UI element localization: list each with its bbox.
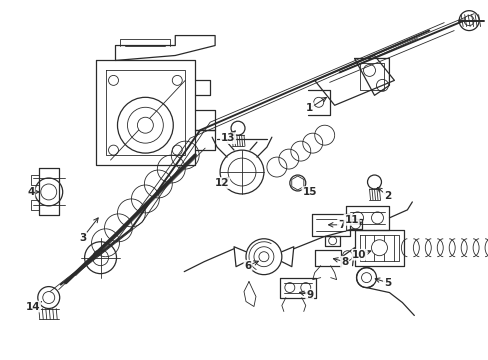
Text: 6: 6 (244, 261, 251, 271)
Circle shape (42, 292, 55, 303)
Text: 12: 12 (214, 178, 229, 188)
Circle shape (371, 240, 386, 256)
Text: 13: 13 (221, 133, 235, 143)
Circle shape (361, 273, 371, 283)
Text: 15: 15 (302, 187, 316, 197)
Text: 2: 2 (383, 191, 390, 201)
Circle shape (253, 247, 273, 267)
Text: 5: 5 (383, 278, 390, 288)
Text: 9: 9 (305, 289, 313, 300)
Text: 4: 4 (27, 187, 35, 197)
Text: 1: 1 (305, 103, 313, 113)
Text: 10: 10 (351, 250, 366, 260)
Circle shape (463, 15, 473, 26)
Circle shape (137, 117, 153, 133)
Text: 14: 14 (25, 302, 40, 311)
Text: 8: 8 (340, 257, 347, 267)
Text: 11: 11 (344, 215, 358, 225)
Text: 3: 3 (79, 233, 86, 243)
Text: 7: 7 (337, 220, 345, 230)
